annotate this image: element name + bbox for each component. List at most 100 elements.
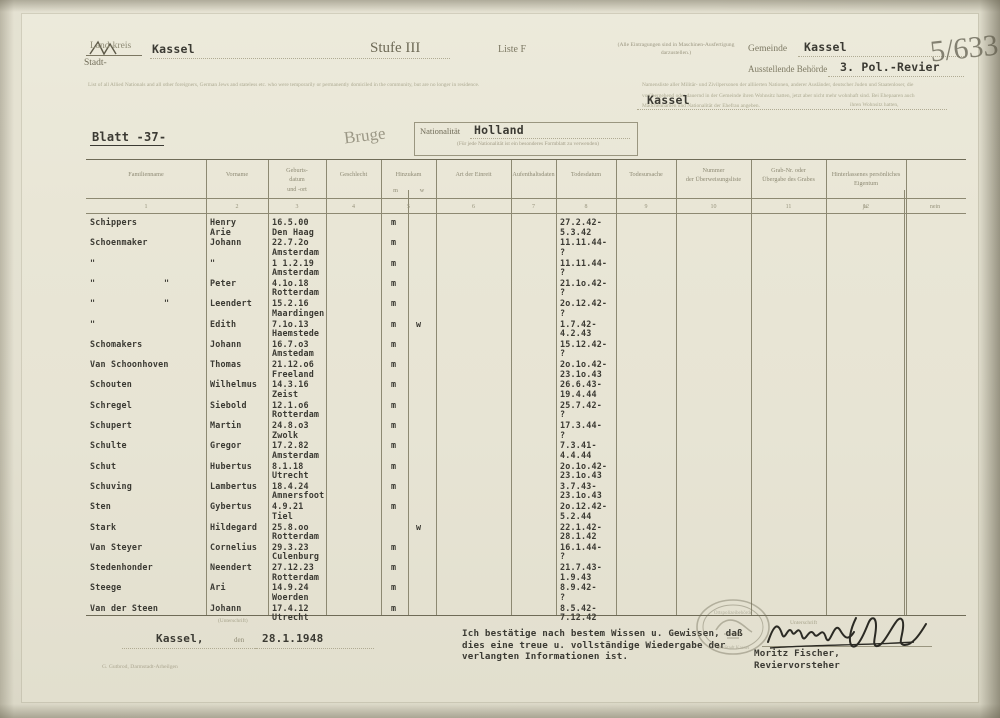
cell-dates-from: 22.1.42- xyxy=(560,521,602,532)
persons-table: Familienname 1 Vorname 2 Geburts-datum und -o… xyxy=(86,159,966,622)
cell-birth-place: Utrecht xyxy=(272,612,309,623)
cell-surname: Schupert xyxy=(90,420,132,430)
table-column-divider xyxy=(676,160,677,615)
cell-sex-m: m xyxy=(391,379,397,390)
cell-sex-m: m xyxy=(391,420,397,430)
table-column-divider xyxy=(556,160,557,615)
column-header: Hinterlassenes persönliches Eigentum xyxy=(831,171,901,188)
column-number: 9 xyxy=(644,204,648,210)
cell-birth-place: Amstedam xyxy=(272,348,314,359)
column-number: 1 xyxy=(144,204,148,210)
signature-hint-label: (Unterschrift) xyxy=(218,618,248,624)
cell-dates-to: 4.2.43 xyxy=(560,328,592,338)
blatt-underline xyxy=(90,145,164,146)
behoerde-label: Ausstellende Behörde xyxy=(748,64,828,74)
residence-suffix: ihren Wohnsitz hatten, xyxy=(850,102,899,108)
footer-den-label: den xyxy=(234,636,245,644)
cell-dates-to: 23.1o.43 xyxy=(560,368,602,379)
document-header: Land-kreis Stadt- Kassel Stufe III Liste… xyxy=(22,14,1000,164)
cell-surname: " xyxy=(90,298,96,309)
cell-birth-place: Amsterdam xyxy=(272,246,320,257)
footer-place: Kassel, xyxy=(156,632,204,645)
cell-surname: Van Steyer xyxy=(90,541,143,552)
cell-dates-from: 8.5.42- xyxy=(560,602,597,613)
cell-birth-date: 14.9.24 xyxy=(272,582,309,593)
cell-birth-date: 7.1o.13 xyxy=(272,318,309,329)
cell-birth-place: Utrecht xyxy=(272,470,309,481)
cell-birth-place: Rotterdam xyxy=(272,571,320,582)
cell-birth-date: 22.7.2o xyxy=(272,237,309,248)
cell-sex-m: m xyxy=(391,460,397,471)
cell-dates-from: 2o.1o.42- xyxy=(560,460,608,471)
table-column-divider xyxy=(751,160,752,615)
cell-surname: Steege xyxy=(90,582,122,593)
footer-dotted-line-2 xyxy=(254,648,374,649)
cell-firstname: Gybertus xyxy=(210,501,252,512)
footer-date: 28.1.1948 xyxy=(262,632,324,645)
cell-sex-m: m xyxy=(391,541,397,552)
cell-dates-from: 2o.1o.42- xyxy=(560,359,608,370)
cell-firstname: Johann xyxy=(210,338,242,349)
property-subheader-ja: ja xyxy=(862,204,868,210)
cell-surname: Van Schoonhoven xyxy=(90,359,169,370)
cell-dates-from: 15.12.42- xyxy=(560,338,608,349)
cell-birth-date: 16.5.00 xyxy=(272,217,309,227)
column-header: Aufenthaltsdaten xyxy=(512,171,555,178)
column-header: Todesursache xyxy=(629,171,663,178)
kreis-value: Kassel xyxy=(152,42,195,56)
cell-surname: Schippers xyxy=(90,217,138,227)
blatt-number: Blatt -37- xyxy=(92,130,167,144)
cell-surname: Schomakers xyxy=(90,338,143,349)
right-scan-shadow xyxy=(980,0,1000,718)
cell-firstname-2: Arie xyxy=(210,226,231,237)
cell-dates-to: 1.9.43 xyxy=(560,571,592,582)
table-column-divider xyxy=(326,160,327,615)
cell-birth-date: 17.2.82 xyxy=(272,440,309,451)
column-header: Nummer der Überweisungsliste xyxy=(685,167,742,184)
cell-firstname: Henry xyxy=(210,217,237,227)
cell-dates-from: 2o.12.42- xyxy=(560,501,608,512)
table-column-divider xyxy=(616,160,617,615)
cell-sex-m: m xyxy=(391,257,397,268)
nationality-value: Holland xyxy=(474,123,524,137)
column-header: Art der Einreit xyxy=(455,171,492,178)
table-column-divider xyxy=(268,160,269,615)
cell-dates-to: ? xyxy=(560,429,566,440)
nationality-dotted-line xyxy=(470,138,630,139)
cell-surname: Schuving xyxy=(90,480,132,491)
officer-name: Moritz Fischer, xyxy=(754,648,840,659)
instruction-paragraph-de: Namensliste aller Militär- und Zivilpers… xyxy=(642,82,915,110)
column-number: 6 xyxy=(472,204,475,210)
cell-birth-date: 15.2.16 xyxy=(272,298,309,309)
cell-birth-date: 29.3.23 xyxy=(272,541,309,552)
cell-firstname: Cornelius xyxy=(210,541,258,552)
cell-dates-to: 23.1o.43 xyxy=(560,490,602,501)
cell-birth-date: 21.12.o6 xyxy=(272,359,314,370)
cell-firstname: Neendert xyxy=(210,562,252,573)
officer-name-block: Moritz Fischer, Reviervorsteher xyxy=(722,648,872,672)
cell-surname: Stedenhonder xyxy=(90,562,153,573)
stufe-label: Stufe III xyxy=(370,40,421,56)
cell-sex-m: m xyxy=(391,359,397,370)
gender-subcolumn-divider xyxy=(408,190,409,615)
instruction-paragraph-en: List of all Allied Nationals and all oth… xyxy=(88,82,480,88)
table-column-divider xyxy=(206,160,207,615)
cell-dates-to: 4.4.44 xyxy=(560,449,592,460)
landkreis-label: Land-kreis xyxy=(90,41,132,51)
cell-dates-to: 19.4.44 xyxy=(560,388,597,399)
signature-label: Unterschrift xyxy=(790,620,818,626)
cell-sex-w: w xyxy=(416,521,422,532)
official-stamp: Ortspolizeibehörde der Stadt Kassel xyxy=(694,598,772,656)
svg-text:Ortspolizeibehörde: Ortspolizeibehörde xyxy=(714,611,753,616)
cell-birth-date: 25.8.oo xyxy=(272,521,309,532)
bottom-scan-shadow xyxy=(0,704,1000,718)
gemeinde-dotted-line xyxy=(798,56,964,57)
cell-dates-to: 5.3.42 xyxy=(560,226,592,237)
landkreis-strike-mark xyxy=(88,40,134,56)
gemeinde-value: Kassel xyxy=(804,40,847,54)
cell-surname: Sten xyxy=(90,501,111,512)
cell-birth-place: Maardingen xyxy=(272,307,325,318)
cell-sex-m: m xyxy=(391,562,397,573)
cell-surname: Van der Steen xyxy=(90,602,159,613)
